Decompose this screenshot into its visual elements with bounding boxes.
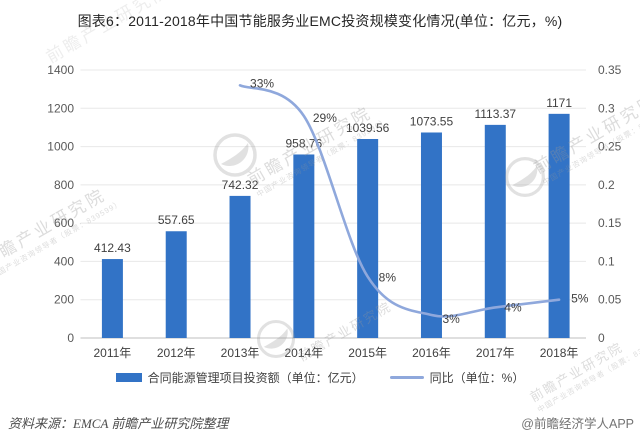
- left-axis-tick: 200: [54, 293, 74, 307]
- bar-value-label: 412.43: [94, 241, 131, 255]
- legend-item-yoy: 同比（单位：%）: [389, 369, 525, 386]
- legend-label: 同比（单位：%）: [429, 371, 525, 385]
- left-axis-tick: 600: [54, 216, 74, 230]
- right-axis-tick: 0: [598, 331, 605, 345]
- chart-legend: 合同能源管理项目投资额（单位：亿元） 同比（单位：%）: [0, 369, 640, 386]
- bar-value-label: 1113.37: [474, 107, 516, 121]
- bar-value-label: 1073.55: [410, 114, 454, 128]
- right-axis-tick: 0.25: [598, 140, 622, 154]
- bar: [420, 132, 442, 338]
- trend-line: [238, 84, 561, 318]
- right-axis-tick: 0.05: [598, 293, 622, 307]
- right-axis-tick: 0.35: [598, 63, 622, 77]
- left-axis-tick: 1400: [47, 63, 74, 77]
- line-value-label: 29%: [313, 111, 337, 125]
- bar: [484, 124, 506, 338]
- bar-value-label: 1039.56: [346, 121, 390, 135]
- left-axis-tick: 800: [54, 178, 74, 192]
- line-value-label: 3%: [442, 312, 460, 326]
- bar-value-label: 557.65: [158, 213, 195, 227]
- right-axis-tick: 0.1: [598, 254, 615, 268]
- x-axis-label: 2018年: [540, 346, 579, 360]
- bar: [229, 195, 251, 338]
- right-axis-tick: 0.2: [598, 178, 615, 192]
- x-axis-label: 2017年: [476, 346, 515, 360]
- line-value-label: 33%: [250, 76, 274, 90]
- left-axis-tick: 1200: [47, 101, 74, 115]
- right-axis-tick: 0.3: [598, 101, 615, 115]
- source-note: 资料来源：EMCA 前瞻产业研究院整理: [8, 416, 229, 431]
- line-value-label: 5%: [571, 292, 589, 306]
- left-axis-tick: 1000: [47, 140, 74, 154]
- bar-value-label: 742.32: [222, 178, 259, 192]
- left-axis-tick: 400: [54, 254, 74, 268]
- bar-value-label: 958.76: [285, 136, 322, 150]
- right-axis-tick: 0.15: [598, 216, 622, 230]
- left-axis-tick: 0: [67, 331, 74, 345]
- credit-note: @前瞻经济学人APP: [521, 417, 634, 431]
- bar: [165, 231, 187, 338]
- bar: [357, 138, 379, 338]
- bar: [101, 259, 123, 338]
- chart-title: 图表6：2011-2018年中国节能服务业EMC投资规模变化情况(单位：亿元，%…: [77, 13, 563, 29]
- chart-footer: 资料来源：EMCA 前瞻产业研究院整理 @前瞻经济学人APP: [0, 413, 640, 432]
- bar-swatch-icon: [115, 373, 142, 382]
- legend-label: 合同能源管理项目投资额（单位：亿元）: [147, 371, 364, 385]
- x-axis-label: 2013年: [221, 346, 260, 360]
- x-axis-label: 2014年: [284, 346, 323, 360]
- x-axis-label: 2016年: [412, 346, 451, 360]
- legend-item-investment: 合同能源管理项目投资额（单位：亿元）: [115, 369, 364, 386]
- x-axis-label: 2011年: [94, 346, 132, 360]
- bar: [548, 113, 570, 338]
- line-value-label: 8%: [379, 271, 397, 285]
- bar: [293, 154, 315, 338]
- line-swatch-icon: [389, 376, 424, 379]
- line-value-label: 4%: [504, 300, 522, 314]
- x-axis-label: 2015年: [348, 346, 387, 360]
- x-axis-label: 2012年: [157, 346, 196, 360]
- bar-value-label: 1171: [546, 96, 572, 110]
